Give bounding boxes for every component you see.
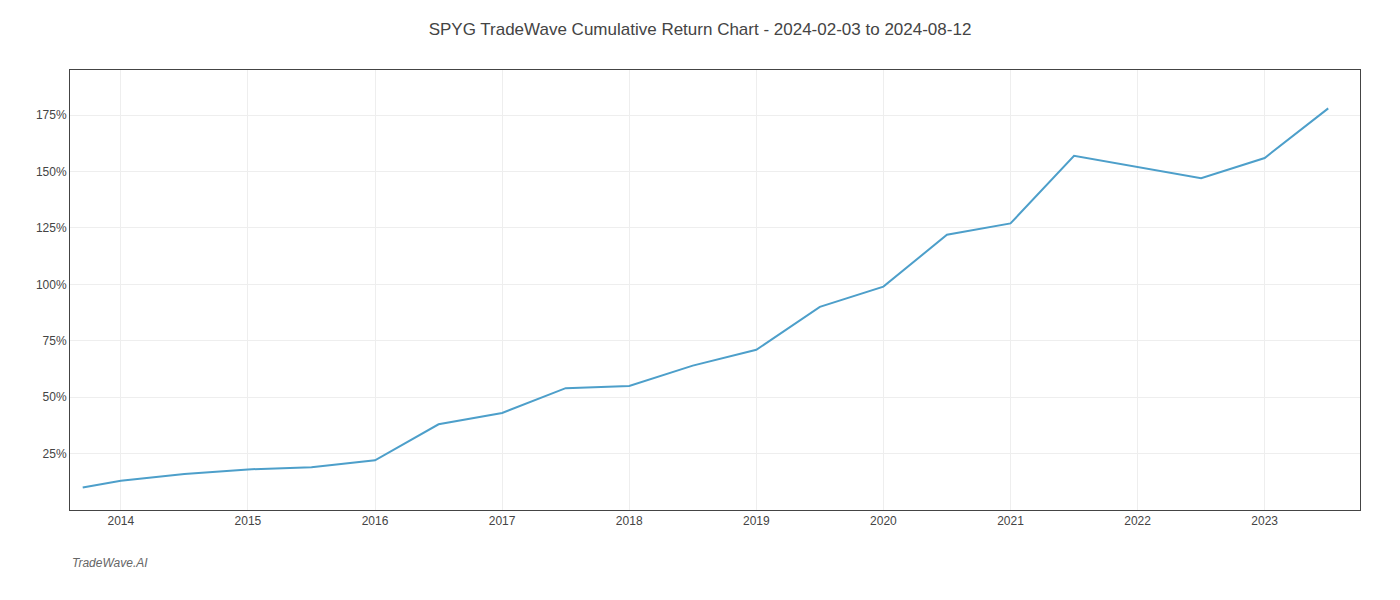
svg-text:TradeWave.AI: TradeWave.AI (72, 556, 148, 570)
svg-text:75%: 75% (43, 334, 67, 348)
svg-text:175%: 175% (36, 108, 67, 122)
svg-text:2021: 2021 (997, 514, 1024, 528)
svg-text:2016: 2016 (362, 514, 389, 528)
svg-text:2015: 2015 (235, 514, 262, 528)
svg-text:2017: 2017 (489, 514, 516, 528)
svg-text:100%: 100% (36, 278, 67, 292)
svg-text:2022: 2022 (1124, 514, 1151, 528)
svg-text:2014: 2014 (107, 514, 134, 528)
svg-text:150%: 150% (36, 165, 67, 179)
svg-text:2018: 2018 (616, 514, 643, 528)
svg-text:50%: 50% (43, 390, 67, 404)
svg-text:SPYG TradeWave Cumulative Retu: SPYG TradeWave Cumulative Return Chart -… (429, 20, 972, 39)
svg-text:2023: 2023 (1251, 514, 1278, 528)
svg-text:125%: 125% (36, 221, 67, 235)
svg-text:2019: 2019 (743, 514, 770, 528)
svg-text:2020: 2020 (870, 514, 897, 528)
svg-text:25%: 25% (43, 447, 67, 461)
